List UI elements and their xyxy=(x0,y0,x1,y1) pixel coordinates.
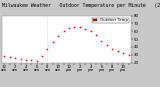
Point xyxy=(84,28,87,30)
Legend: Outdoor Temp: Outdoor Temp xyxy=(92,18,129,23)
Point xyxy=(106,45,108,46)
Point xyxy=(116,50,119,52)
Point xyxy=(95,35,97,36)
Point xyxy=(68,27,70,29)
Point xyxy=(14,57,16,59)
Point xyxy=(89,31,92,32)
Text: Milwaukee Weather   Outdoor Temperature per Minute   (24 Hours): Milwaukee Weather Outdoor Temperature pe… xyxy=(2,3,160,8)
Point xyxy=(3,56,6,57)
Point xyxy=(41,56,43,57)
Point xyxy=(19,58,22,59)
Point xyxy=(57,35,60,37)
Point xyxy=(100,40,103,41)
Point xyxy=(122,53,124,54)
Point xyxy=(62,31,65,32)
Point xyxy=(25,59,27,60)
Point xyxy=(52,42,54,43)
Point xyxy=(79,27,81,28)
Point xyxy=(127,54,130,56)
Point xyxy=(46,48,49,49)
Point xyxy=(111,48,114,49)
Point xyxy=(30,60,33,61)
Point xyxy=(35,60,38,62)
Point xyxy=(73,26,76,27)
Point xyxy=(8,56,11,58)
